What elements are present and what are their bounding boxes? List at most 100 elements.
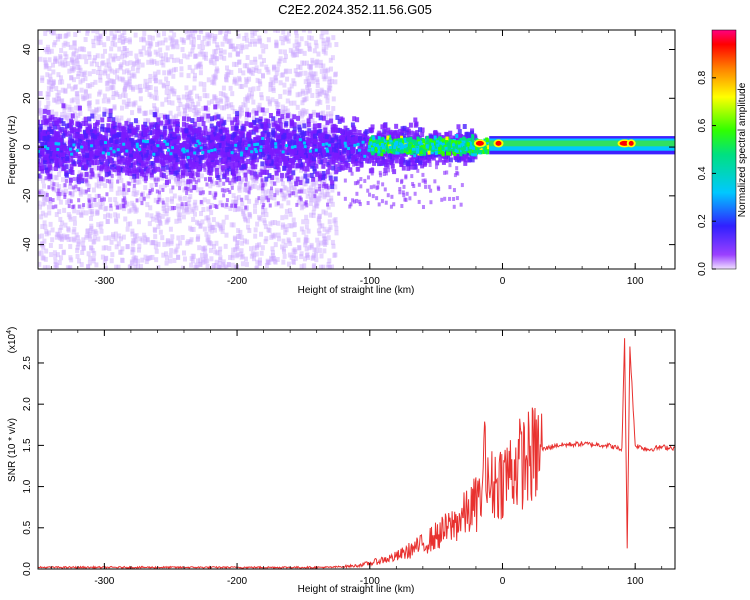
heatmap-cell [235,52,240,58]
heatmap-cell [120,125,125,131]
heatmap-cell [74,58,79,64]
heatmap-cell [177,169,182,175]
heatmap-cell [60,189,65,195]
heatmap-cell [117,174,122,180]
heatmap-cell [181,214,186,220]
heatmap-cell [72,44,77,50]
heatmap-cell [130,135,135,141]
heatmap-cell [87,83,92,89]
heatmap-cell [88,157,93,163]
heatmap-cell [48,123,53,129]
heatmap-cell [76,70,81,76]
heatmap-cell [381,156,386,162]
heatmap-cell [70,68,75,74]
heatmap-cell [293,52,298,58]
heatmap-cell [158,163,163,169]
heatmap-cell [202,154,207,160]
heatmap-cell [109,30,114,36]
heatmap-cell [268,221,273,227]
heatmap-cell [181,153,186,159]
heatmap-cell [76,64,81,70]
heatmap-cell [323,50,328,56]
heatmap-cell [122,59,127,65]
heatmap-cell [206,215,211,221]
heatmap-cell [337,143,342,149]
heatmap-cell [275,190,280,196]
heatmap-cell [234,244,239,250]
heatmap-cell [186,30,191,33]
heatmap-cell [206,238,211,244]
heatmap-cell [113,212,118,218]
heatmap-cell [150,216,155,222]
heatmap-cell [59,233,64,239]
heatmap-cell [224,31,229,37]
heatmap-cell [242,63,247,69]
heatmap-cell [233,149,238,155]
heatmap-cell [88,227,93,233]
heatmap-cell [303,242,308,248]
heatmap-cell [171,67,176,73]
heatmap-cell [312,168,317,174]
heatmap-cell [264,64,269,70]
heatmap-cell [65,199,70,205]
heatmap-cell [79,211,84,217]
heatmap-cell [50,109,55,115]
heatmap-cell [296,115,301,121]
heatmap-cell [304,90,309,96]
heatmap-cell [343,164,348,170]
heatmap-cell [311,71,316,77]
heatmap-cell [144,259,149,265]
heatmap-cell [84,59,89,65]
heatmap-cell [315,83,320,89]
heatmap-cell [300,60,305,66]
heatmap-cell [235,246,240,252]
heatmap-cell [111,85,116,91]
heatmap-cell [236,59,241,65]
heatmap-cell [237,75,242,81]
heatmap-cell [135,68,140,74]
heatmap-cell [89,216,94,222]
heatmap-cell [197,44,202,50]
heatmap-cell [168,226,173,232]
heatmap-cell [214,167,219,173]
heatmap-cell [182,108,187,114]
heatmap-cell [59,115,64,121]
heatmap-cell [284,68,289,74]
heatmap-cell [309,35,314,41]
heatmap-cell [129,168,134,174]
heatmap-cell [195,135,200,141]
heatmap-cell [117,30,122,34]
heatmap-cell [311,213,316,219]
heatmap-cell [318,223,323,229]
heatmap-cell [457,129,462,135]
heatmap-cell [186,179,191,185]
heatmap-cell [309,244,314,250]
heatmap-cell [331,35,336,41]
heatmap-cell [234,199,239,205]
heatmap-cell [97,36,102,42]
heatmap-cell [218,226,223,232]
heatmap-cell [231,222,236,228]
heatmap-cell [273,133,278,139]
heatmap-cell [346,130,351,136]
heatmap-cell [260,43,265,49]
heatmap-cell [162,242,167,248]
heatmap-cell [185,95,190,101]
heatmap-cell [256,105,261,111]
heatmap-cell [240,253,245,259]
heatmap-cell [56,171,61,177]
heatmap-cell [105,86,110,92]
heatmap-cell [255,221,260,227]
heatmap-cell [234,61,239,67]
heatmap-cell [94,182,99,188]
heatmap-cell [137,108,142,114]
heatmap-cell [202,54,207,60]
heatmap-cell [311,78,316,84]
heatmap-cell [287,153,292,159]
heatmap-cell [195,172,200,178]
heatmap-cell [186,200,191,206]
heatmap-cell [333,221,338,227]
heatmap-cell [111,36,116,42]
heatmap-cell [40,75,45,81]
